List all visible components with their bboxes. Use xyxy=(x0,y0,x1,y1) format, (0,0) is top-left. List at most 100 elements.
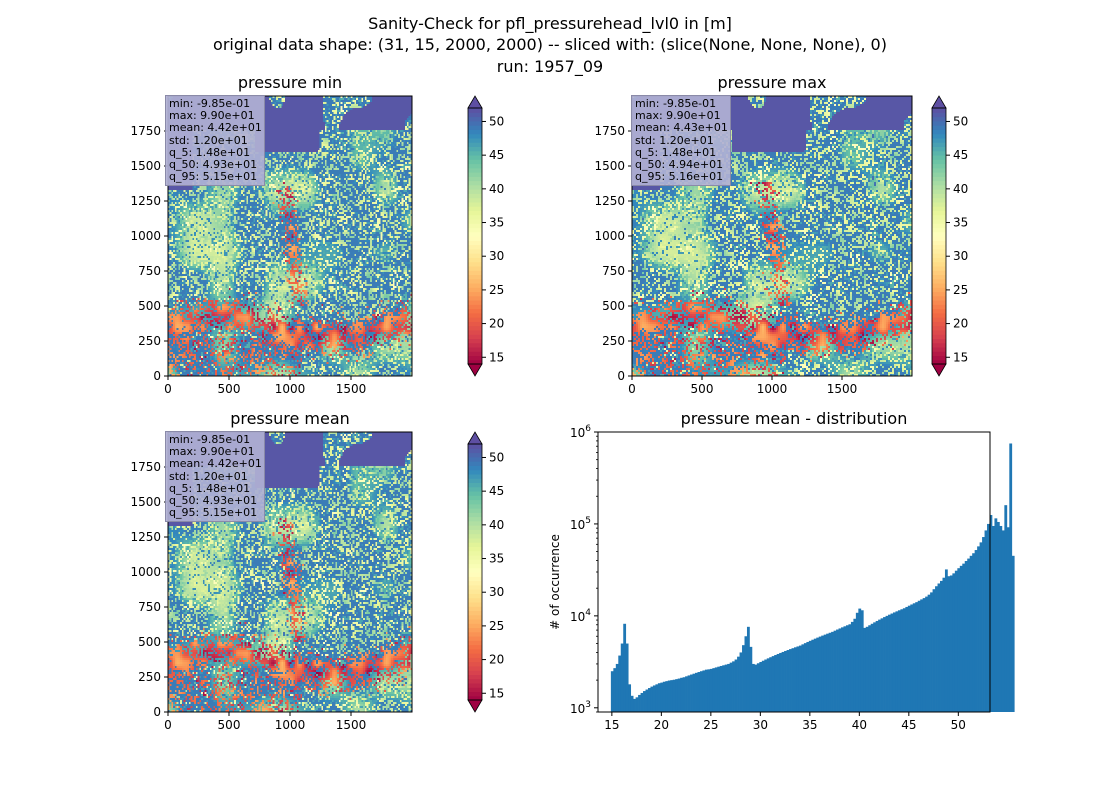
colorbar-tick-label: 50 xyxy=(489,450,504,464)
histogram-bar xyxy=(964,561,968,712)
colorbar-segment xyxy=(468,529,482,535)
histogram-bar xyxy=(744,636,748,712)
figure-title-line-2: original data shape: (31, 15, 2000, 2000… xyxy=(213,35,887,54)
histogram-bar xyxy=(756,663,760,712)
colorbar-segment xyxy=(468,146,482,152)
colorbar-segment xyxy=(932,201,946,207)
colorbar-segment xyxy=(468,317,482,322)
histogram-bar xyxy=(935,586,938,712)
colorbar-segment xyxy=(468,589,482,594)
colorbar-segment xyxy=(932,261,946,267)
y-axis-label: # of occurrence xyxy=(548,534,562,630)
histogram-bar xyxy=(823,634,827,712)
y-tick-label: 106 xyxy=(570,424,591,440)
colorbar-segment xyxy=(468,567,482,573)
colorbar-tick-label: 35 xyxy=(953,216,968,230)
colorbar-segment xyxy=(932,197,946,203)
colorbar-segment xyxy=(932,295,946,301)
panel-title: pressure min xyxy=(238,73,342,92)
colorbar-segment xyxy=(468,287,482,293)
y-tick-label: 250 xyxy=(138,334,161,348)
colorbar-segment xyxy=(932,300,946,305)
colorbar-segment xyxy=(468,606,482,611)
colorbar-segment xyxy=(468,627,482,633)
histogram-bar xyxy=(643,691,646,712)
histogram-bar xyxy=(949,575,953,712)
histogram-bar xyxy=(687,675,691,712)
x-tick-label: 40 xyxy=(852,718,867,732)
histogram-bar xyxy=(776,653,780,712)
x-tick-label: 1500 xyxy=(336,382,367,396)
colorbar-segment xyxy=(468,533,482,539)
colorbar-segment xyxy=(468,516,482,522)
colorbar-extend-max xyxy=(467,95,483,109)
y-tick-exponent: 3 xyxy=(585,700,591,710)
histogram-bar xyxy=(863,627,867,712)
colorbar-segment xyxy=(932,189,946,194)
colorbar-segment xyxy=(468,154,482,160)
colorbar-segment xyxy=(468,495,482,501)
colorbar-segment xyxy=(468,231,482,237)
histogram-bar xyxy=(957,568,961,712)
colorbar-segment xyxy=(468,644,482,650)
y-tick-label: 0 xyxy=(617,369,625,383)
colorbar-segment xyxy=(468,253,482,258)
colorbar-segment xyxy=(468,112,482,118)
x-tick-label: 500 xyxy=(691,382,714,396)
histogram-bar xyxy=(813,638,817,712)
histogram-bar xyxy=(969,555,973,712)
histogram-bar xyxy=(791,648,795,712)
colorbar-tick-label: 30 xyxy=(953,249,968,263)
histogram-bar xyxy=(690,674,693,712)
colorbar-segment xyxy=(468,618,482,624)
colorbar: 15 20 25 30 35 40 45 50 xyxy=(467,431,504,713)
histogram-bar xyxy=(989,515,993,712)
stats-line: q_95: 5.15e+01 xyxy=(169,506,258,520)
histogram-bars xyxy=(610,443,1015,712)
stats-line: q_50: 4.93e+01 xyxy=(169,157,258,171)
histogram-bar xyxy=(880,618,884,712)
colorbar-segment xyxy=(468,295,482,301)
colorbar-segment xyxy=(468,163,482,169)
colorbar-segment xyxy=(468,308,482,314)
x-tick-label: 1500 xyxy=(827,382,858,396)
stats-line: q_50: 4.94e+01 xyxy=(635,157,724,171)
y-tick-label: 1000 xyxy=(594,229,625,243)
histogram-bar xyxy=(682,677,686,712)
colorbar-segment xyxy=(468,248,482,254)
histogram-bar xyxy=(982,537,985,712)
y-tick-exponent: 4 xyxy=(585,608,591,618)
colorbar-segment xyxy=(932,129,946,135)
colorbar-segment xyxy=(932,116,946,122)
colorbar-segment xyxy=(932,146,946,152)
y-tick-label: 1750 xyxy=(130,460,161,474)
colorbar-segment xyxy=(468,338,482,344)
colorbar-segment xyxy=(932,287,946,293)
colorbar-segment xyxy=(468,648,482,654)
colorbar-segment xyxy=(468,444,482,449)
colorbar-segment xyxy=(932,317,946,322)
colorbar-segment xyxy=(932,329,946,335)
colorbar-segment xyxy=(468,542,482,547)
colorbar-segment xyxy=(468,193,482,199)
histogram-bar xyxy=(764,659,768,712)
histogram-bar xyxy=(853,618,857,712)
stats-line: min: -9.85e-01 xyxy=(169,433,251,446)
colorbar-segment xyxy=(468,580,482,586)
histogram-bar xyxy=(875,620,879,712)
colorbar-segment xyxy=(932,334,946,339)
histogram-bar xyxy=(927,594,931,712)
y-tick-exponent: 6 xyxy=(585,424,591,434)
colorbar-tick-label: 30 xyxy=(489,249,504,263)
colorbar-segment xyxy=(468,665,482,671)
histogram-bar xyxy=(667,680,671,712)
histogram-bar xyxy=(699,671,703,712)
colorbar-segment xyxy=(932,265,946,271)
colorbar-segment xyxy=(468,206,482,211)
colorbar-segment xyxy=(468,189,482,194)
y-tick-label: 1000 xyxy=(130,229,161,243)
colorbar-extend-min xyxy=(467,363,483,377)
colorbar-segment xyxy=(468,525,482,530)
colorbar-segment xyxy=(468,244,482,250)
colorbar-segment xyxy=(932,154,946,160)
